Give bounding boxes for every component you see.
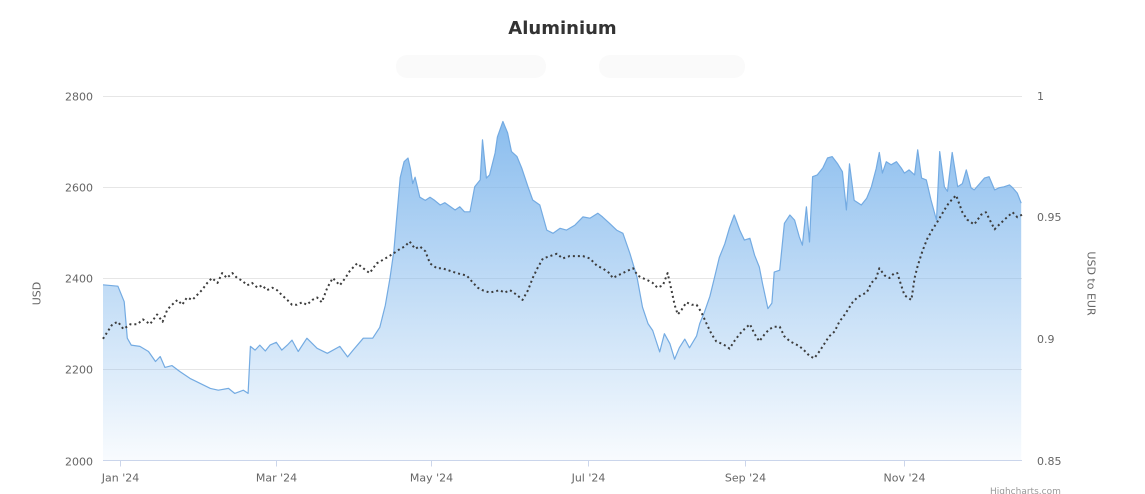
legend-item-faded-2[interactable] [599, 55, 745, 78]
y-axis-left-tick-label: 2800 [65, 91, 93, 104]
y-axis-right-tick-label: 0.9 [1037, 333, 1055, 346]
x-axis-tick-label: Mar '24 [256, 472, 297, 485]
y-axis-left-tick-label: 2400 [65, 273, 93, 286]
x-axis-tick-label: May '24 [410, 472, 453, 485]
y-axis-right-tick-label: 1 [1037, 90, 1044, 103]
aluminium-area-series[interactable] [103, 121, 1022, 461]
chart-title: Aluminium [508, 18, 617, 39]
y-axis-right-tick-label: 0.85 [1037, 455, 1062, 468]
x-axis-tick-label: Sep '24 [725, 472, 766, 485]
y-axis-left-tick-label: 2000 [65, 456, 93, 469]
y-axis-left-tick-label: 2200 [65, 364, 93, 377]
x-axis-tick-label: Nov '24 [884, 472, 926, 485]
highcharts-credits[interactable]: Highcharts.com [990, 487, 1061, 494]
aluminium-area-outline[interactable] [102, 120, 1022, 394]
x-axis-tick-label: Jan '24 [101, 472, 139, 485]
y-axis-right-tick-label: 0.95 [1037, 211, 1062, 224]
usd-to-eur-dotted-series[interactable] [102, 194, 1023, 360]
legend-item-faded-1[interactable] [396, 55, 546, 78]
y-axis-left-tick-label: 2600 [65, 182, 93, 195]
x-axis-tick-label: Jul '24 [571, 472, 606, 485]
